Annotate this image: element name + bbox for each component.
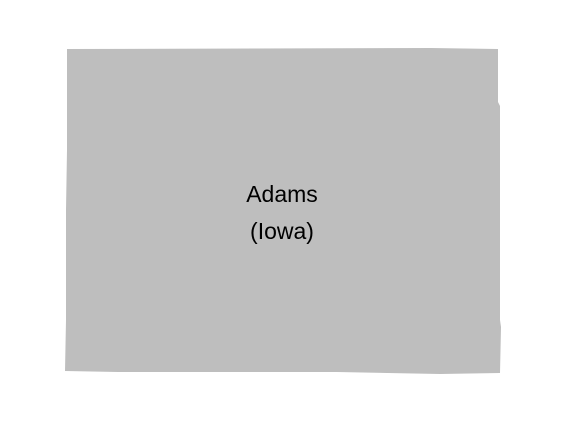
state-name-label: (Iowa): [250, 218, 314, 244]
county-name-label: Adams: [246, 181, 318, 207]
county-shape-adams: [65, 48, 501, 374]
